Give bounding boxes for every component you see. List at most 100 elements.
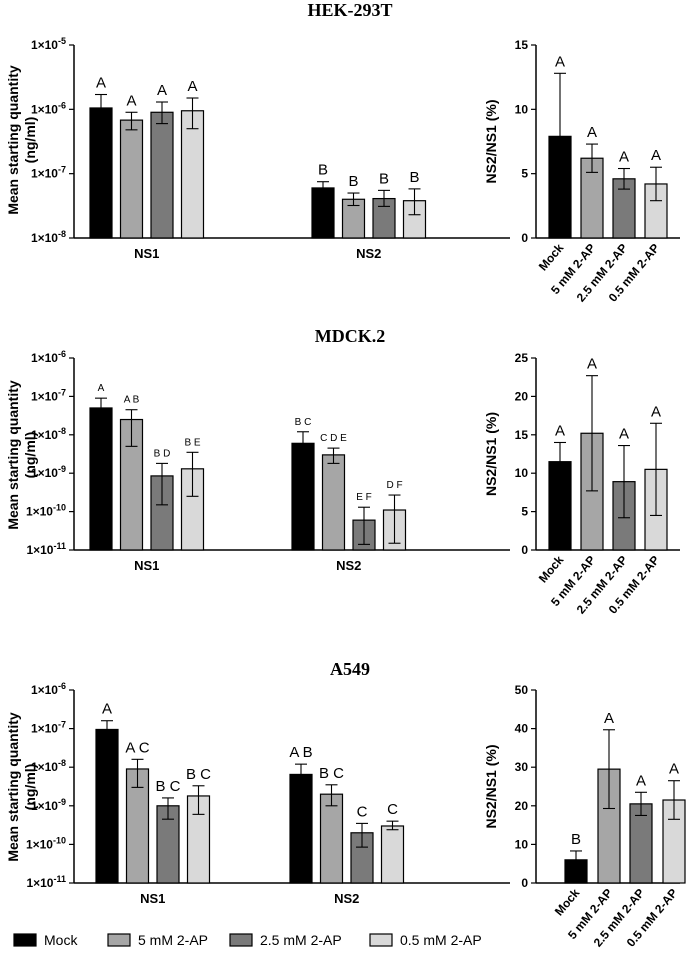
bar (180, 110, 205, 239)
significance-letter: B C (155, 778, 180, 795)
y-tick-exponent: -7 (58, 165, 66, 175)
significance-letter: A B (124, 395, 140, 406)
chart-title: MDCK.2 (315, 326, 386, 346)
y-tick-mantissa: 1×10 (31, 466, 58, 480)
y-tick-mantissa: 1×10 (31, 683, 58, 697)
significance-letter: B (318, 162, 328, 179)
y-tick-exponent: -6 (58, 681, 66, 691)
significance-letter: A (587, 124, 597, 141)
bar (119, 119, 144, 239)
significance-letter: A (555, 53, 565, 70)
y-tick-mantissa: 1×10 (26, 543, 53, 557)
x-category-label: NS2 (334, 891, 359, 906)
x-category-label: NS1 (134, 558, 159, 573)
y-tick-exponent: -6 (58, 349, 66, 359)
y-tick-label: 1×10-9 (31, 464, 66, 480)
y-tick-exponent: -8 (58, 426, 66, 436)
y-tick-label: 1×10-8 (31, 426, 66, 442)
y-tick-label: 20 (515, 389, 529, 403)
y-tick-exponent: -7 (58, 720, 66, 730)
significance-letter: C (357, 803, 368, 820)
significance-letter: B (409, 169, 419, 186)
y-tick-mantissa: 1×10 (31, 102, 58, 116)
y-tick-label: 0 (521, 543, 528, 557)
y-tick-label: 1×10-6 (31, 100, 66, 116)
significance-letter: A (587, 356, 597, 373)
significance-letter: A (96, 75, 106, 92)
y-tick-exponent: -10 (53, 503, 66, 513)
significance-letter: B D (154, 448, 171, 459)
significance-letter: C D E (320, 433, 347, 444)
bar (89, 107, 113, 239)
significance-letter: B (348, 173, 358, 190)
significance-letter: A B (289, 744, 312, 761)
significance-letter: B C (295, 417, 312, 428)
y-tick-mantissa: 1×10 (31, 760, 58, 774)
significance-letter: B C (186, 766, 211, 783)
bar (321, 454, 346, 551)
significance-letter: B (571, 831, 581, 848)
y-tick-mantissa: 1×10 (31, 799, 58, 813)
y-tick-mantissa: 1×10 (31, 722, 58, 736)
legend-label: Mock (44, 932, 78, 948)
significance-letter: A (619, 426, 629, 443)
chart-title: HEK-293T (307, 0, 392, 20)
x-category-label: Mock (536, 553, 567, 586)
y-tick-label: 1×10-7 (31, 165, 66, 181)
y-tick-exponent: -11 (53, 541, 66, 551)
significance-letter: A (126, 92, 136, 109)
significance-letter: B (379, 170, 389, 187)
y-tick-label: 10 (515, 837, 529, 851)
significance-letter: A (187, 78, 197, 95)
y-tick-mantissa: 1×10 (26, 876, 53, 890)
y-tick-label: 30 (515, 760, 529, 774)
y-axis-label: NS2/NS1 (%) (483, 412, 499, 496)
x-category-label: NS2 (336, 558, 361, 573)
significance-letter: A (555, 422, 565, 439)
chart-title: A549 (330, 659, 370, 679)
bar (291, 442, 315, 551)
significance-letter: A (636, 772, 646, 789)
legend-swatch (229, 933, 253, 947)
y-tick-label: 1×10-11 (26, 541, 66, 557)
legend-label: 2.5 mM 2-AP (260, 932, 342, 948)
significance-letter: A (651, 147, 661, 164)
y-tick-mantissa: 1×10 (26, 505, 53, 519)
y-tick-label: 1×10-9 (31, 797, 66, 813)
bar (150, 111, 174, 239)
y-tick-mantissa: 1×10 (31, 167, 58, 181)
y-tick-label: 10 (515, 102, 529, 116)
significance-letter: A (102, 701, 112, 718)
significance-letter: C (387, 801, 398, 818)
y-tick-label: 0 (521, 231, 528, 245)
y-tick-label: 15 (515, 428, 529, 442)
significance-letter: B C (319, 765, 344, 782)
significance-letter: B E (184, 437, 200, 448)
legend-label: 5 mM 2-AP (138, 932, 208, 948)
y-axis-label: Mean starting quantity(ng/ml) (5, 380, 38, 530)
y-axis-label-line: (ng/ml) (22, 764, 38, 811)
significance-letter: A (604, 710, 614, 727)
y-axis-label-line: Mean starting quantity (5, 712, 21, 862)
y-tick-label: 1×10-7 (31, 387, 66, 403)
y-tick-label: 5 (521, 505, 528, 519)
significance-letter: A (619, 149, 629, 166)
x-category-label: NS1 (134, 246, 159, 261)
y-tick-exponent: -7 (58, 387, 66, 397)
y-tick-label: 1×10-8 (31, 758, 66, 774)
bar (89, 407, 113, 551)
y-axis-label-line: Mean starting quantity (5, 380, 21, 530)
bar (95, 728, 119, 884)
y-tick-label: 1×10-6 (31, 349, 66, 365)
y-tick-exponent: -5 (58, 36, 66, 46)
y-axis-label: NS2/NS1 (%) (483, 744, 499, 828)
y-tick-mantissa: 1×10 (31, 231, 58, 245)
bar (319, 793, 344, 884)
y-axis-label: Mean starting quantity(ng/ml) (5, 65, 38, 215)
x-category-label: NS2 (356, 246, 381, 261)
x-category-label: Mock (536, 241, 567, 274)
y-tick-exponent: -11 (53, 874, 66, 884)
y-tick-mantissa: 1×10 (31, 38, 58, 52)
legend-swatch (369, 933, 393, 947)
